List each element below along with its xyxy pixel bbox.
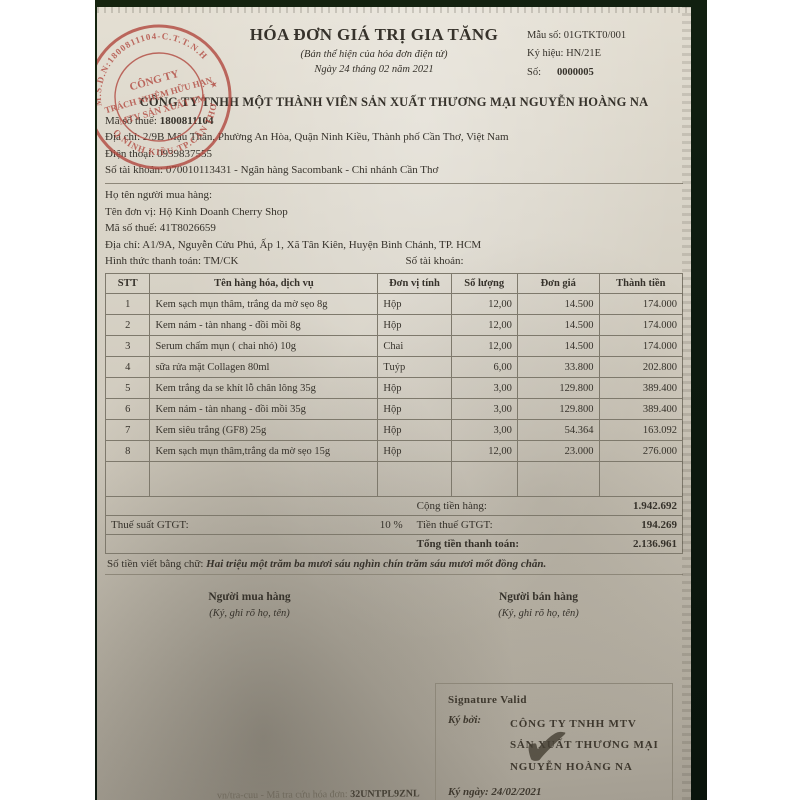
signed-by-label: Ký bởi: xyxy=(448,714,482,726)
table-row: 8 Kem sạch mụn thâm,trắng da mờ sẹo 15g Hộ… xyxy=(104,440,684,462)
table-row: 4 sữa rửa mặt Collagen 80ml Tuýp 6,00 33.800… xyxy=(104,356,684,378)
table-row: 7 Kem siêu trắng (GF8) 25g Hộp 3,00 54.364 16… xyxy=(104,419,684,441)
payment-method: TM/CK xyxy=(203,255,239,267)
invoice-meta: Mẫu số: 01GTKT0/001 Ký hiệu: HN/21E Số: 0… xyxy=(527,27,677,82)
signature-titles: Người mua hàng (Ký, ghi rõ họ, tên) Ngườ… xyxy=(105,591,683,619)
seller-tax-line: Mã số thuế: 1800811104 xyxy=(105,114,214,127)
photo-background: M.S.D.N:1800811104-C.T.T.N.H Q.NINH KIỀU… xyxy=(95,0,707,800)
table-row: 2 Kem nám - tàn nhang - đồi mồi 8g Hộp 12,0… xyxy=(104,314,684,336)
table-row: 6 Kem nám - tàn nhang - đồi mồi 35g Hộp 3,0… xyxy=(104,398,684,420)
signed-date-row: Ký ngày: 24/02/2021 xyxy=(448,786,542,799)
vat-row: Thuế suất GTGT: 10 % Tiền thuế GTGT: 194… xyxy=(106,516,682,535)
form-number-line: Mẫu số: 01GTKT0/001 xyxy=(527,30,627,41)
buyer-account-label: Số tài khoản: xyxy=(405,255,464,267)
invoice-subtitle: (Bản thể hiện của hóa đơn điện tử) xyxy=(300,49,448,60)
invoice-number-line: Số: 0000005 xyxy=(527,66,594,78)
divider xyxy=(105,183,683,184)
seller-tax-code: 1800811104 xyxy=(159,114,214,127)
col-header-qty: Số lượng xyxy=(450,273,518,294)
table-row: 3 Serum chấm mụn ( chai nhỏ) 10g Chai 12,00… xyxy=(104,335,684,357)
payment-line: Hình thức thanh toán: TM/CK Số tài khoản… xyxy=(105,255,464,267)
buyer-tax-line: Mã số thuế: 41T8026659 xyxy=(105,222,216,234)
amount-in-words: Số tiền viết bằng chữ: Hai triệu một tră… xyxy=(105,554,683,575)
lookup-code: 32UNTPL9ZNL xyxy=(350,788,420,800)
totals-section: Cộng tiền hàng: 1.942.692 Thuế suất GTGT… xyxy=(105,497,683,554)
subtotal-row: Cộng tiền hàng: 1.942.692 xyxy=(106,497,682,516)
col-header-name: Tên hàng hóa, dịch vụ xyxy=(149,273,379,294)
col-header-stt: STT xyxy=(104,273,151,294)
signed-by-value: CÔNG TY TNHH MTV SẢN XUẤT THƯƠNG MẠI NGU… xyxy=(510,718,659,773)
seller-address-line: Địa chỉ: 2/9B Mậu Thân, Phường An Hòa, Q… xyxy=(105,131,509,143)
seller-account: 070010113431 - Ngân hàng Sacombank - Chi… xyxy=(165,164,439,176)
grand-total-row: Tổng tiền thanh toán: 2.136.961 xyxy=(106,535,682,554)
invoice-number: 0000005 xyxy=(557,66,594,78)
subtotal-label: Cộng tiền hàng: xyxy=(416,500,487,512)
seller-signature-title: Người bán hàng xyxy=(498,591,579,603)
invoice-title: HÓA ĐƠN GIÁ TRỊ GIA TĂNG xyxy=(249,25,499,44)
amount-words-value: Hai triệu một trăm ba mươi sáu nghìn chí… xyxy=(206,558,547,570)
table-header-row: STT Tên hàng hóa, dịch vụ Đơn vị tính Số… xyxy=(104,273,684,294)
invoice-paper: M.S.D.N:1800811104-C.T.T.N.H Q.NINH KIỀU… xyxy=(97,7,691,800)
vat-rate-value: 10 % xyxy=(379,519,403,531)
invoice-header: HÓA ĐƠN GIÁ TRỊ GIA TĂNG (Bản thể hiện c… xyxy=(105,21,683,95)
buyer-unit-line: Tên đơn vị: Hộ Kinh Doanh Cherry Shop xyxy=(105,205,288,218)
digital-signature-box: Signature Valid Ký bởi: CÔNG TY TNHH MTV… xyxy=(435,683,673,800)
grand-total-label: Tổng tiền thanh toán: xyxy=(416,538,520,550)
signature-valid-label: Signature Valid xyxy=(448,694,527,706)
serial: HN/21E xyxy=(566,48,602,60)
col-header-price: Đơn giá xyxy=(516,273,600,294)
lookup-label: vn/tra-cuu - Mã tra cứu hóa đơn: xyxy=(216,789,348,800)
empty-table-row xyxy=(104,461,684,497)
vat-rate-label: Thuế suất GTGT: xyxy=(111,519,189,531)
seller-name: CÔNG TY TNHH MỘT THÀNH VIÊN SẢN XUẤT THƯ… xyxy=(139,95,649,109)
seller-section: CÔNG TY TNHH MỘT THÀNH VIÊN SẢN XUẤT THƯ… xyxy=(105,95,683,176)
table-row: 5 Kem trắng da se khít lỗ chân lông 35g Hộ… xyxy=(104,377,684,399)
col-header-amount: Thành tiền xyxy=(598,273,684,294)
buyer-address-line: Địa chỉ: A1/9A, Nguyễn Cửu Phú, Ấp 1, Xã… xyxy=(105,238,482,251)
buyer-signature-note: (Ký, ghi rõ họ, tên) xyxy=(209,608,290,619)
seller-address: 2/9B Mậu Thân, Phường An Hòa, Quận Ninh … xyxy=(142,131,509,143)
invoice-date: Ngày 24 tháng 02 năm 2021 xyxy=(314,64,434,75)
seller-signature-block: Người bán hàng (Ký, ghi rõ họ, tên) xyxy=(394,591,683,619)
signed-date-value: 24/02/2021 xyxy=(491,786,542,799)
check-mark-icon: ✔ xyxy=(518,710,575,784)
buyer-signature-block: Người mua hàng (Ký, ghi rõ họ, tên) xyxy=(105,591,394,619)
seller-phone-line: Điện thoại: 0939837555 xyxy=(105,147,212,160)
items-table: STT Tên hàng hóa, dịch vụ Đơn vị tính Số… xyxy=(104,273,684,497)
seller-phone: 0939837555 xyxy=(156,147,212,160)
seller-account-line: Số tài khoản: 070010113431 - Ngân hàng S… xyxy=(105,164,439,176)
buyer-tax-code: 41T8026659 xyxy=(159,222,216,234)
form-number: 01GTKT0/001 xyxy=(563,30,627,41)
buyer-address: A1/9A, Nguyễn Cửu Phú, Ấp 1, Xã Tân Kiên… xyxy=(142,238,482,251)
col-header-unit: Đơn vị tính xyxy=(377,273,452,294)
serial-line: Ký hiệu: HN/21E xyxy=(527,48,602,60)
subtotal-value: 1.942.692 xyxy=(633,500,677,512)
vat-label: Tiền thuế GTGT: xyxy=(416,519,493,531)
vat-value: 194.269 xyxy=(641,519,677,531)
buyer-signature-title: Người mua hàng xyxy=(208,591,291,603)
seller-signature-note: (Ký, ghi rõ họ, tên) xyxy=(498,608,579,619)
buyer-section: Họ tên người mua hàng: Tên đơn vị: Hộ Ki… xyxy=(105,189,683,267)
signed-by-row: Ký bởi: CÔNG TY TNHH MTV SẢN XUẤT THƯƠNG… xyxy=(448,714,660,778)
buyer-unit: Hộ Kinh Doanh Cherry Shop xyxy=(158,205,288,218)
buyer-name-line: Họ tên người mua hàng: xyxy=(105,189,213,201)
grand-total-value: 2.136.961 xyxy=(633,538,677,550)
table-row: 1 Kem sạch mụn thâm, trắng da mờ sẹo 8g Hộ… xyxy=(104,293,684,315)
